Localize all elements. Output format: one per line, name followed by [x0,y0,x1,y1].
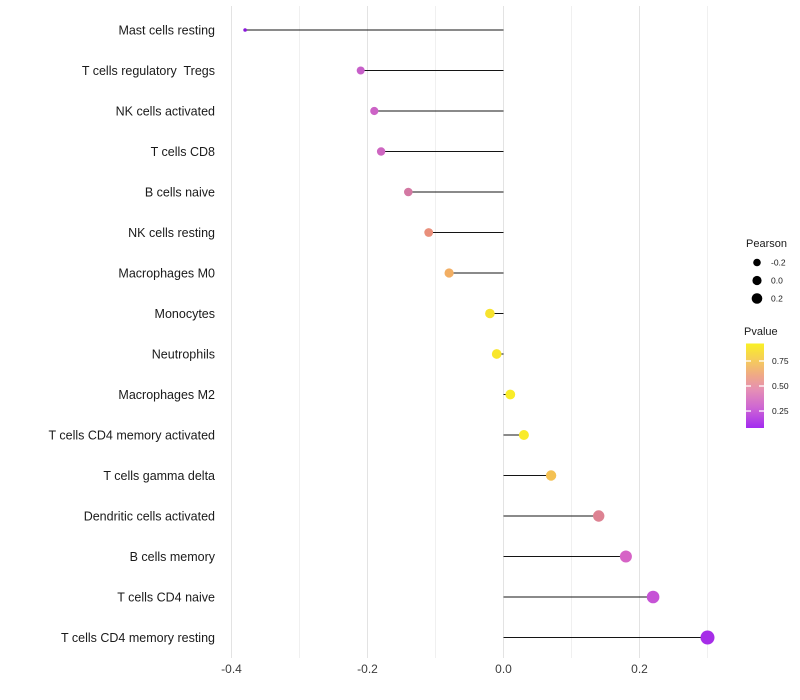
lollipop-point [444,268,454,278]
lollipop-point [545,470,557,481]
y-axis-label: Dendritic cells activated [84,510,215,524]
lollipop-point [518,430,529,440]
lollipop-point [700,630,715,645]
colorbar-tick-label: 0.25 [772,406,789,416]
size-legend-title: Pearson [746,238,787,250]
lollipop-point [404,187,413,197]
lollipop-point [491,349,502,359]
lollipop-point [619,550,632,563]
lollipop-point [356,66,365,75]
y-axis-label: NK cells activated [116,105,215,119]
lollipop-point [370,106,379,116]
y-axis-label: T cells regulatory Tregs [82,64,215,78]
y-axis-label: T cells CD4 memory activated [49,429,216,443]
y-axis-label: T cells gamma delta [103,469,215,483]
size-legend-label: 0.2 [771,294,783,304]
size-legend-label: -0.2 [771,258,786,268]
y-axis-label: Neutrophils [152,348,215,362]
size-legend-swatch [753,258,761,267]
y-axis-label: T cells CD8 [151,145,215,159]
y-axis-label: T cells CD4 naive [117,591,215,605]
colorbar-legend-title: Pvalue [744,326,778,338]
y-axis-label: NK cells resting [128,226,215,240]
y-axis-label: Monocytes [155,307,215,321]
lollipop-point [376,147,386,156]
colorbar-tick-label: 0.50 [772,381,789,391]
x-axis-tick-label: -0.4 [221,662,242,676]
lollipop-point [485,308,495,319]
lollipop-point [505,389,516,400]
lollipop-point [243,28,247,32]
size-legend-label: 0.0 [771,276,783,286]
lollipop-point [593,510,605,522]
x-axis-tick-label: -0.2 [357,662,378,676]
y-axis-label: B cells memory [130,550,216,564]
x-axis-tick-label: 0.2 [631,662,648,676]
size-legend-swatch [752,275,762,286]
colorbar-tick-label: 0.75 [772,356,789,366]
x-axis-tick-label: 0.0 [495,662,512,676]
size-legend-swatch [751,293,763,304]
y-axis-label: Macrophages M2 [118,388,215,402]
lollipop-point [424,228,434,237]
pvalue-colorbar [746,343,764,428]
y-axis-label: T cells CD4 memory resting [61,631,215,645]
lollipop-point [646,590,660,604]
y-axis-label: B cells naive [145,186,215,200]
y-axis-label: Macrophages M0 [118,267,215,281]
y-axis-label: Mast cells resting [118,24,215,38]
